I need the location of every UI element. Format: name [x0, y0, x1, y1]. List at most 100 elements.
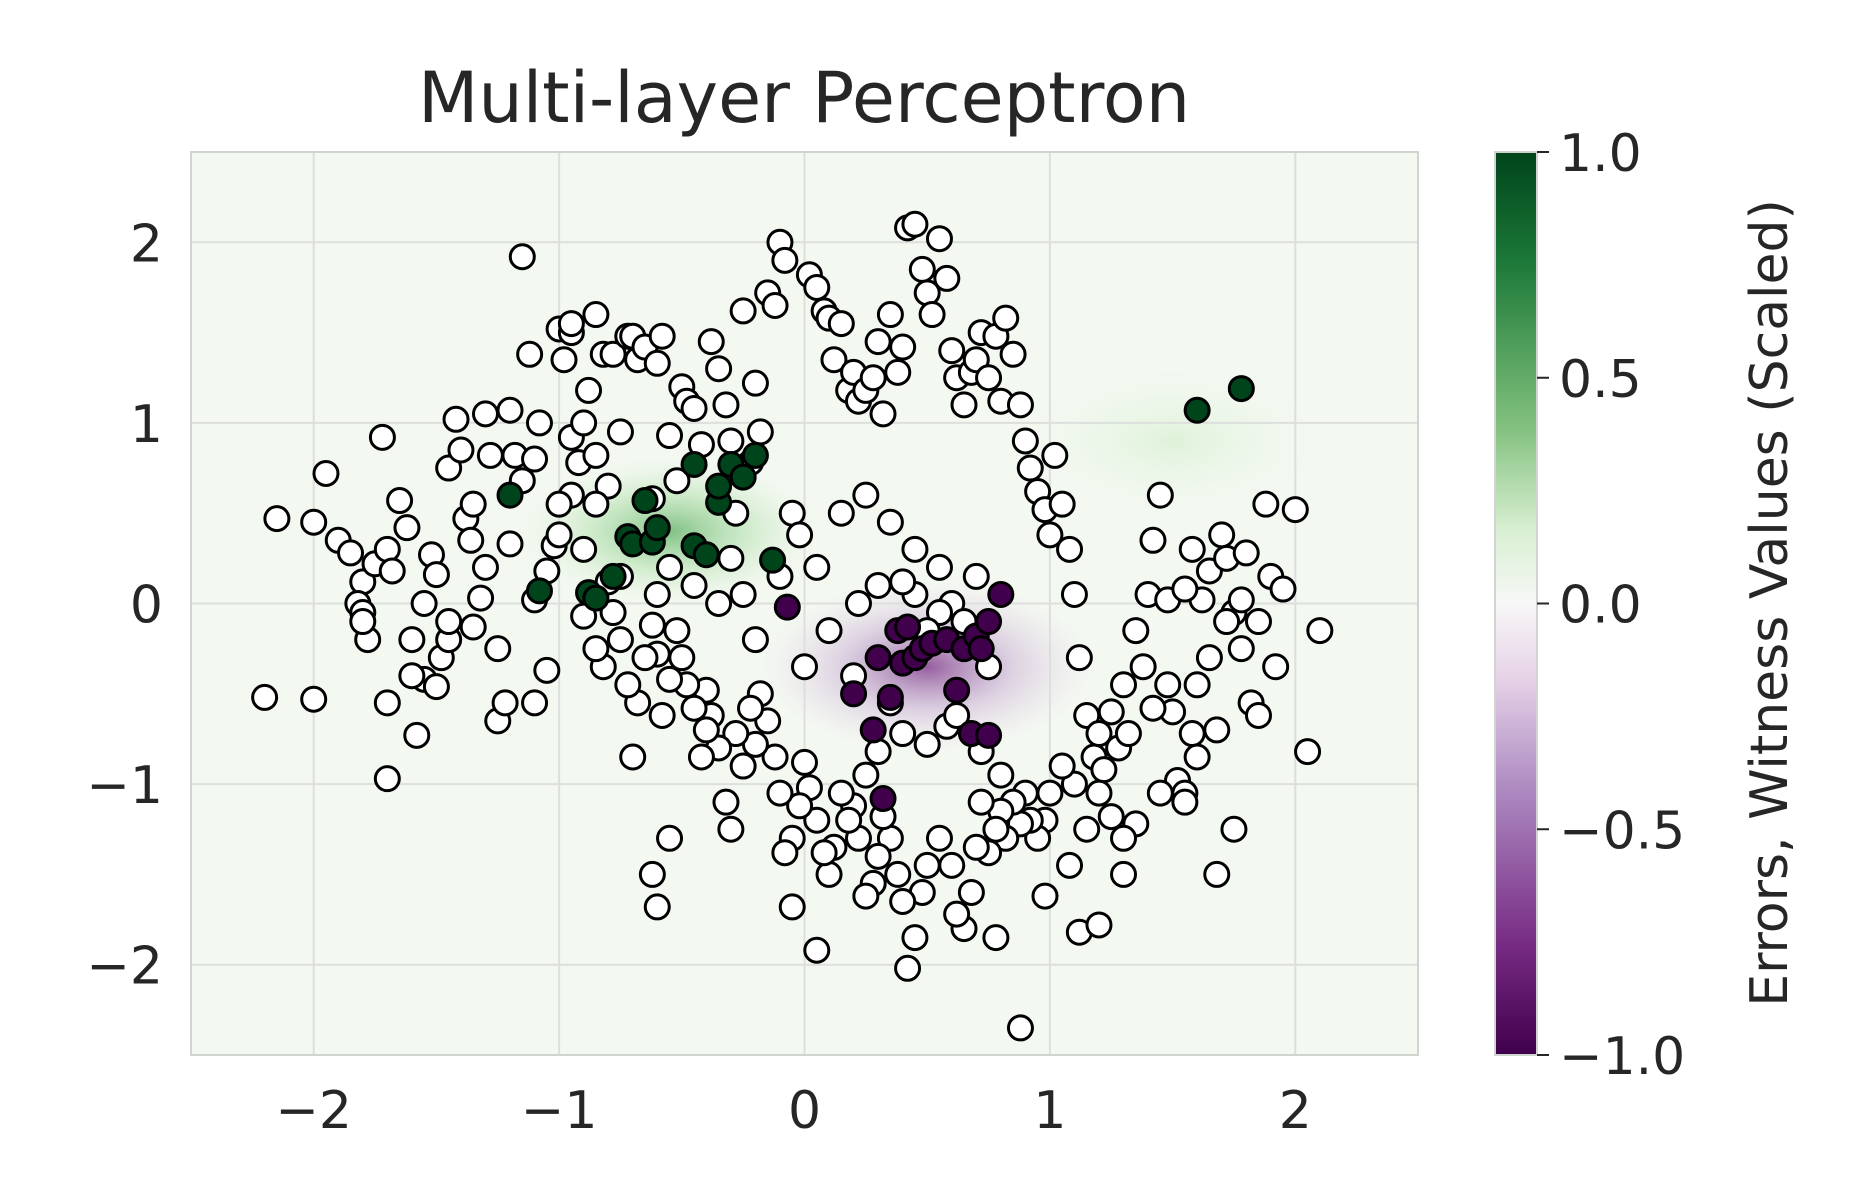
- data-point: [521, 445, 549, 473]
- data-point: [827, 779, 855, 807]
- data-point: [1269, 575, 1297, 603]
- data-point: [894, 954, 922, 982]
- error-point-negative: [859, 716, 887, 744]
- data-point: [925, 599, 953, 627]
- data-point: [1031, 882, 1059, 910]
- data-point: [1183, 743, 1211, 771]
- data-point: [1097, 698, 1125, 726]
- data-point: [705, 590, 733, 617]
- y-axis: −2 −1 0 1 2: [86, 214, 163, 996]
- data-point: [712, 788, 740, 816]
- data-point: [810, 839, 838, 867]
- data-point: [656, 665, 684, 693]
- data-point: [631, 644, 659, 672]
- data-point: [1227, 586, 1255, 614]
- data-point: [933, 264, 961, 292]
- data-point: [1227, 635, 1255, 663]
- data-point: [606, 626, 634, 654]
- data-point: [557, 310, 585, 338]
- error-point-negative: [773, 593, 801, 621]
- data-point: [962, 346, 990, 374]
- data-point: [1085, 779, 1113, 807]
- data-point: [1056, 535, 1084, 563]
- colorbar-ticks: 1.0 0.5 0.0 −0.5 −1.0: [1537, 124, 1685, 1087]
- error-point-positive: [525, 577, 553, 605]
- error-point-positive: [1183, 396, 1211, 424]
- data-point: [864, 328, 892, 356]
- data-point: [962, 833, 990, 861]
- data-point: [1154, 671, 1182, 699]
- data-point: [908, 255, 936, 283]
- data-point: [1006, 391, 1034, 419]
- data-point: [864, 738, 892, 766]
- data-point: [815, 617, 843, 645]
- data-point: [925, 553, 953, 581]
- colorbar-tick-label: 0.5: [1559, 350, 1642, 410]
- data-point: [516, 340, 544, 368]
- y-tick-label: 1: [130, 395, 163, 455]
- data-point: [410, 590, 438, 617]
- data-point: [938, 337, 966, 365]
- colorbar-tick-label: 1.0: [1559, 124, 1642, 184]
- data-point: [876, 508, 904, 536]
- x-tick-label: 1: [1033, 1081, 1066, 1141]
- contour-blob: [1023, 367, 1322, 515]
- data-point: [938, 851, 966, 879]
- data-point: [803, 936, 831, 964]
- data-point: [1306, 617, 1334, 645]
- data-point: [737, 694, 765, 722]
- error-point-negative: [876, 683, 904, 711]
- data-point: [962, 562, 990, 590]
- data-point: [422, 561, 450, 589]
- data-point: [663, 617, 691, 645]
- data-point: [1178, 720, 1206, 748]
- data-point: [422, 673, 450, 701]
- data-point: [717, 544, 745, 572]
- data-point: [643, 893, 671, 921]
- data-point: [476, 441, 504, 469]
- data-point: [1006, 1014, 1034, 1042]
- data-point: [1073, 815, 1101, 843]
- data-point: [619, 743, 647, 771]
- error-point-positive: [692, 541, 720, 569]
- data-point: [815, 860, 843, 888]
- data-point: [435, 608, 463, 636]
- data-point: [648, 322, 676, 350]
- data-point: [643, 580, 671, 608]
- data-point: [599, 340, 627, 368]
- data-point: [692, 716, 720, 744]
- data-point: [1203, 716, 1231, 744]
- x-tick-label: −2: [275, 1081, 352, 1141]
- plot-frame: [190, 151, 1419, 1056]
- data-point: [300, 685, 328, 713]
- data-point: [638, 860, 666, 888]
- data-point: [918, 301, 946, 329]
- contour-blob: [761, 581, 1093, 753]
- data-point: [1036, 779, 1064, 807]
- data-point: [680, 394, 708, 422]
- error-point-positive: [1227, 375, 1255, 403]
- colorbar-gradient: [1494, 151, 1538, 1056]
- data-point: [852, 481, 880, 509]
- data-point: [337, 539, 365, 567]
- data-point: [521, 689, 549, 717]
- data-point: [656, 553, 684, 581]
- data-point: [884, 358, 912, 386]
- data-point: [925, 225, 953, 253]
- data-point: [393, 514, 421, 542]
- x-tick-label: 0: [788, 1081, 821, 1141]
- data-point: [1065, 644, 1093, 672]
- data-point: [1085, 911, 1113, 939]
- colorbar-tick-label: 0.0: [1559, 576, 1642, 636]
- data-point: [1183, 671, 1211, 699]
- data-point: [901, 535, 929, 563]
- data-point: [1041, 441, 1069, 469]
- y-tick-label: −1: [86, 756, 163, 816]
- data-point: [300, 508, 328, 536]
- grid: [191, 152, 1418, 1055]
- x-tick-label: −1: [521, 1081, 598, 1141]
- data-point: [378, 557, 406, 585]
- data-point: [484, 635, 512, 663]
- y-tick-label: 0: [130, 576, 163, 636]
- data-point: [403, 721, 431, 749]
